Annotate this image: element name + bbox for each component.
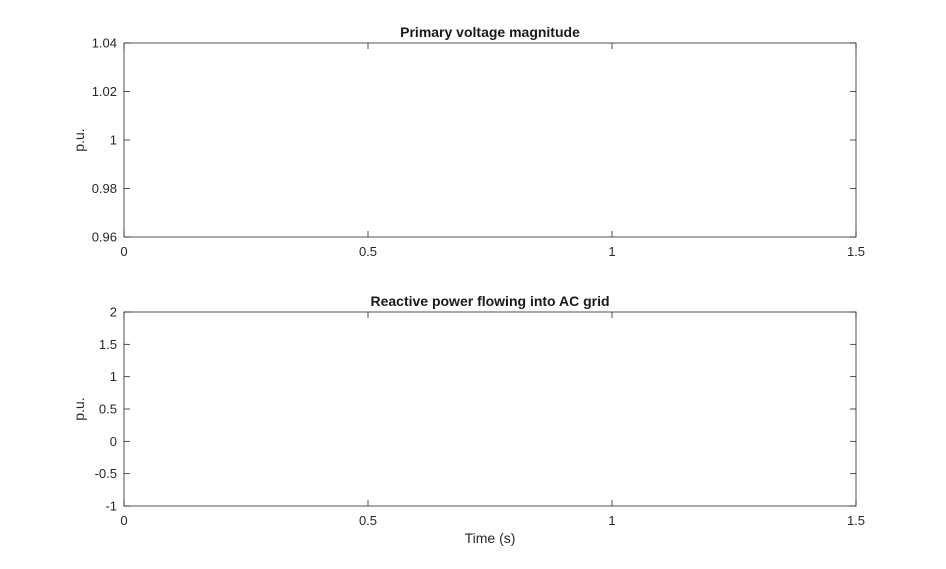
reactive-x-tick-label: 1.5 — [847, 513, 865, 528]
reactive-axes-box — [123, 311, 857, 507]
voltage-x-tick-label: 1 — [608, 244, 615, 259]
voltage-subplot: 0 0.5 1 1.5 0.96 0.98 1 1.02 1.04 Primary voltag… — [71, 24, 865, 259]
reactive-y-tick-label: 1.5 — [99, 337, 117, 352]
reactive-x-axis-label: Time (s) — [465, 530, 516, 546]
reactive-x-tick-label: 0 — [120, 513, 127, 528]
reactive-y-tick-label: -0.5 — [95, 466, 117, 481]
voltage-x-tick-label: 0 — [120, 244, 127, 259]
reactive-y-tick-label: 0.5 — [99, 402, 117, 417]
voltage-y-tick-label: 1.02 — [92, 84, 117, 99]
voltage-y-tick-label: 1 — [110, 133, 117, 148]
voltage-ticks: 0 0.5 1 1.5 0.96 0.98 1 1.02 1.04 — [92, 36, 865, 260]
reactive-y-tick-label: -1 — [105, 499, 117, 514]
voltage-x-tick-label: 0.5 — [359, 244, 377, 259]
voltage-x-tick-label: 1.5 — [847, 244, 865, 259]
reactive-y-tick-label: 0 — [110, 434, 117, 449]
voltage-chart-title: Primary voltage magnitude — [400, 24, 580, 40]
reactive-x-tick-label: 0.5 — [359, 513, 377, 528]
reactive-x-tick-label: 1 — [608, 513, 615, 528]
voltage-y-axis-label: p.u. — [71, 128, 87, 151]
reactive-y-axis-label: p.u. — [71, 397, 87, 420]
voltage-axes-box — [123, 42, 857, 238]
reactive-y-tick-label: 1 — [110, 369, 117, 384]
voltage-y-tick-label: 0.96 — [92, 230, 117, 245]
voltage-y-tick-label: 1.04 — [92, 36, 117, 51]
reactive-y-tick-label: 2 — [110, 305, 117, 320]
voltage-y-tick-label: 0.98 — [92, 181, 117, 196]
reactive-chart-title: Reactive power flowing into AC grid — [370, 293, 609, 309]
reactive-ticks: 0 0.5 1 1.5 -1 -0.5 0 0.5 1 1.5 2 — [95, 305, 865, 529]
reactive-power-subplot: 0 0.5 1 1.5 -1 -0.5 0 0.5 1 1.5 2 Reactive power f… — [71, 293, 865, 546]
